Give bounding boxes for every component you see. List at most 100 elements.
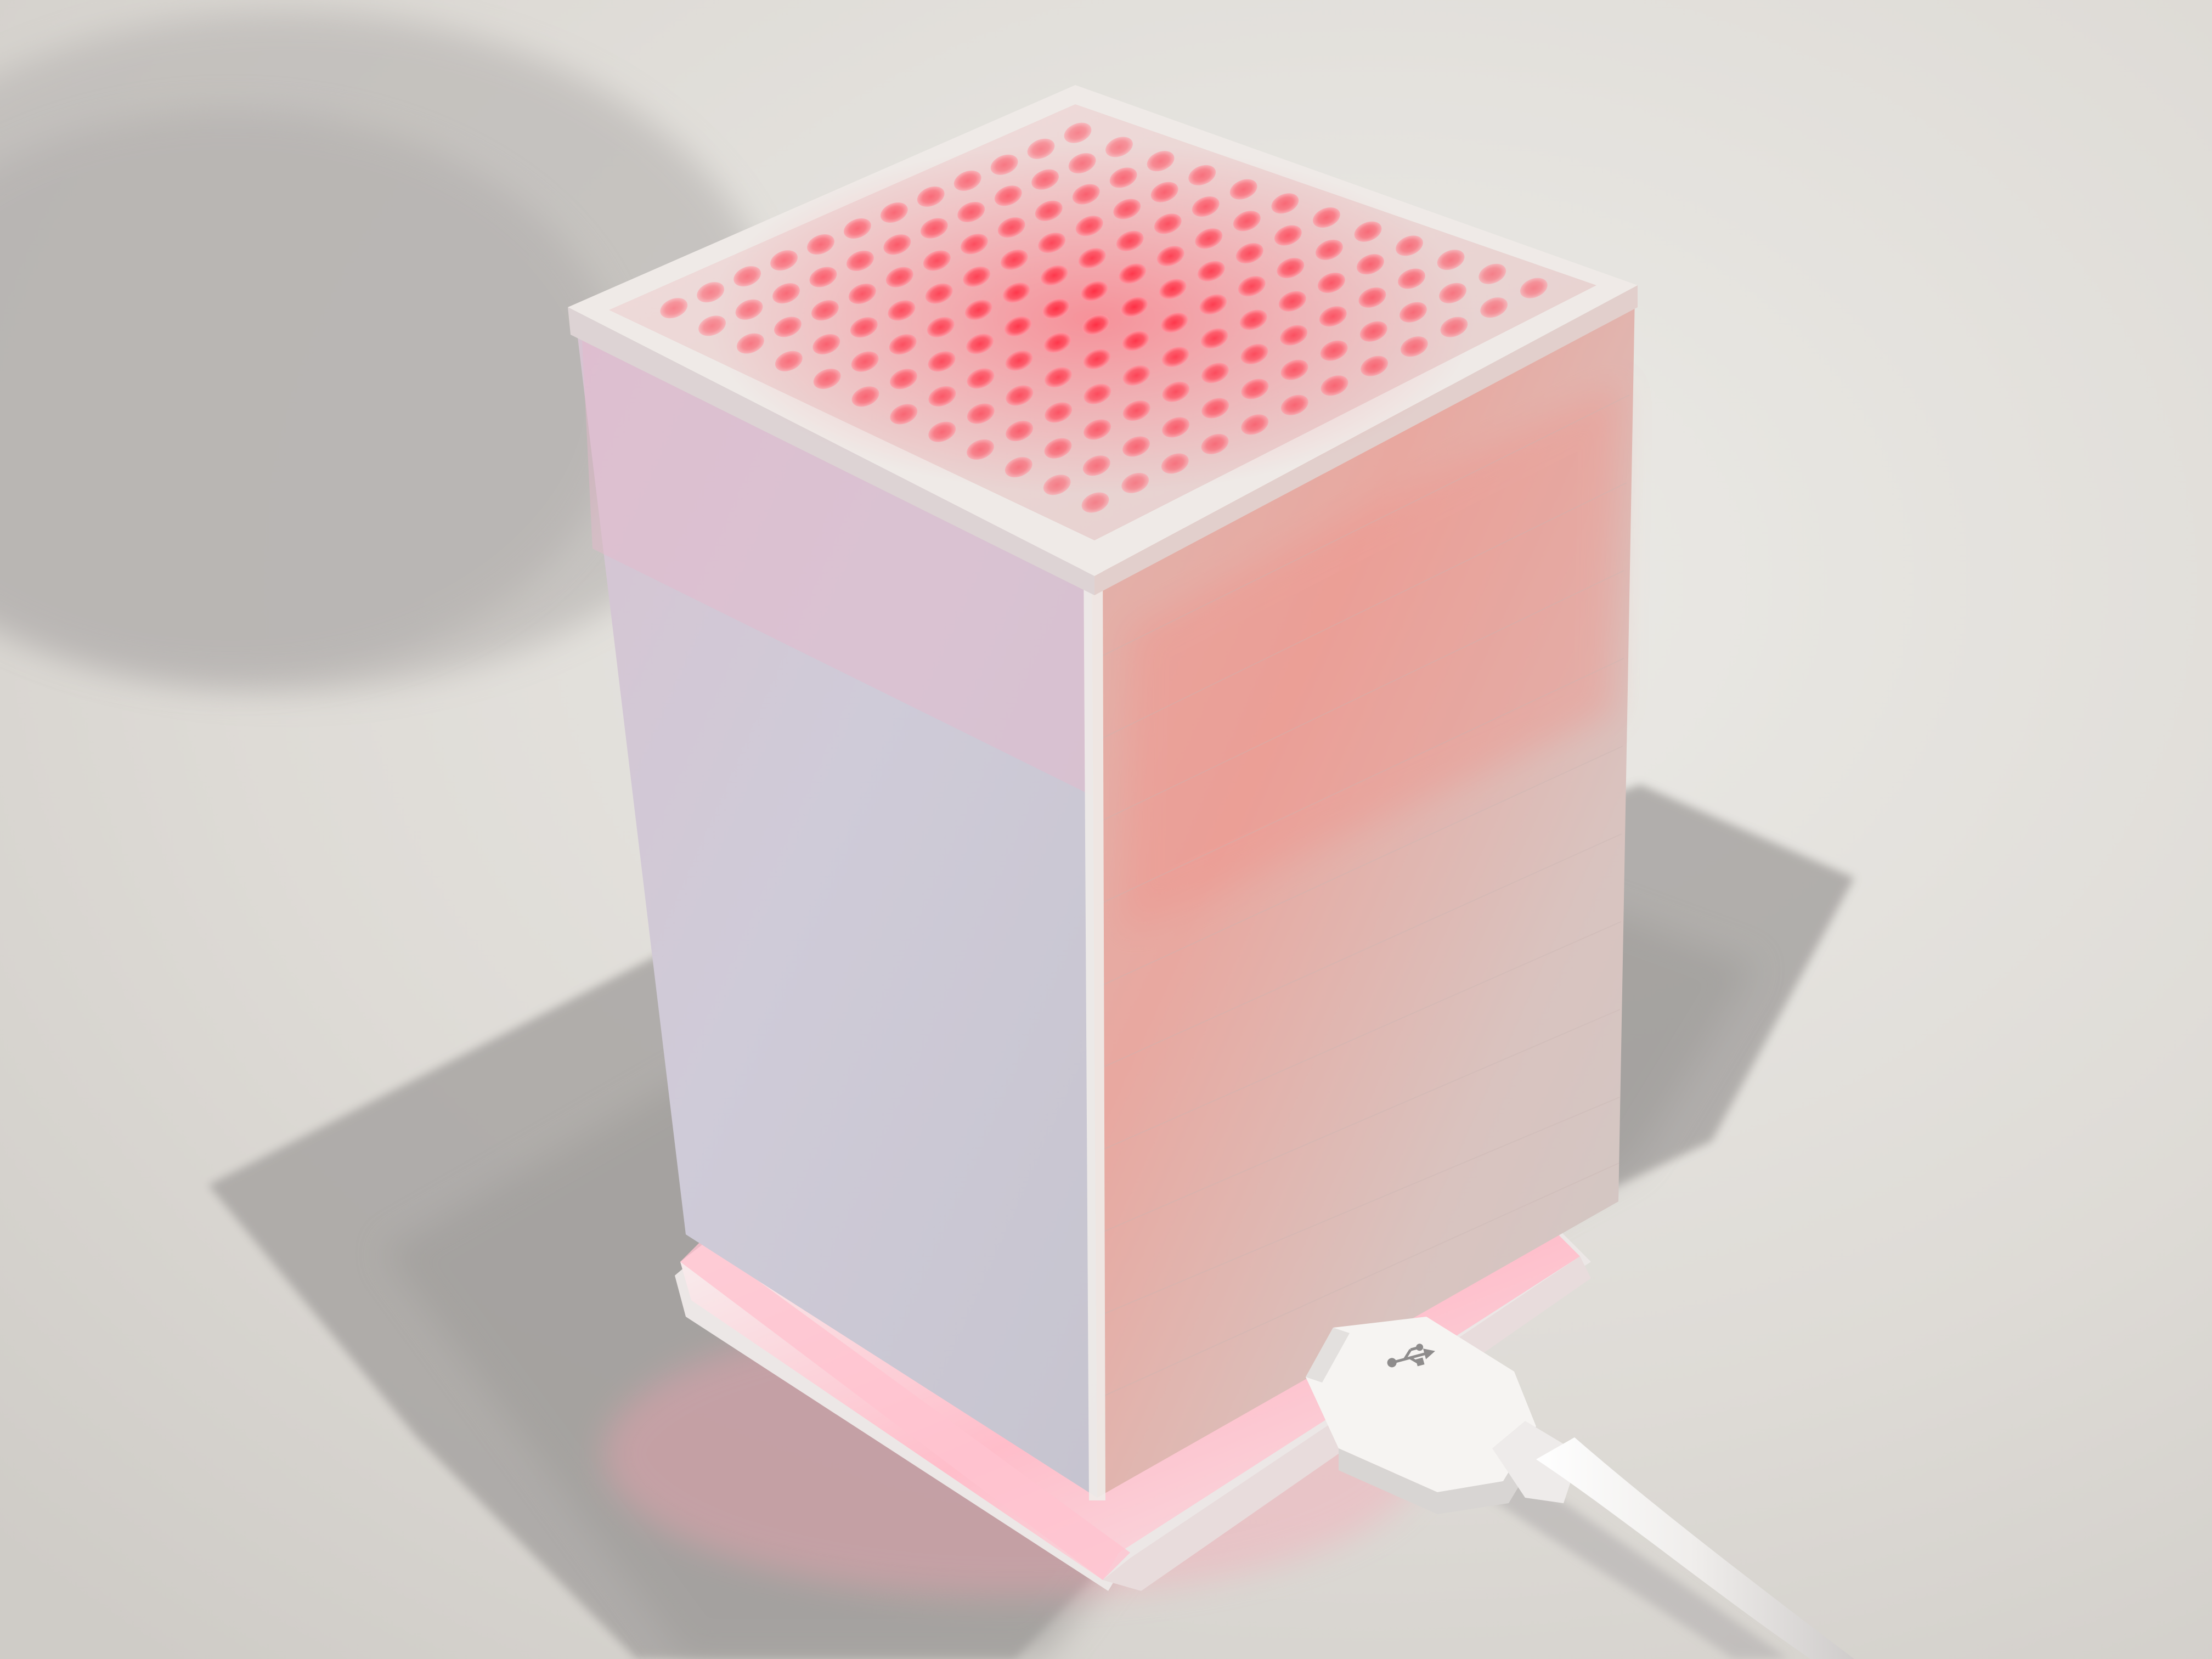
led-dot <box>1084 419 1111 440</box>
led-dot <box>1238 276 1266 297</box>
usb-connector <box>1306 1317 1580 1514</box>
led-dot <box>1200 328 1228 349</box>
led-dot <box>1000 249 1028 270</box>
usb-icon <box>1387 1344 1435 1368</box>
led-dot <box>1122 330 1149 351</box>
led-dot <box>1201 398 1229 419</box>
led-matrix <box>660 122 1548 513</box>
led-dot <box>960 234 988 255</box>
led-dot <box>807 234 834 255</box>
led-dot <box>1075 216 1103 236</box>
led-dot <box>963 266 991 287</box>
led-dot <box>890 369 917 390</box>
led-dot <box>698 315 726 336</box>
background-shadow-core <box>0 110 625 680</box>
led-dot <box>1038 233 1066 253</box>
led-dot <box>1109 167 1137 188</box>
led-dot <box>967 439 994 460</box>
led-dot <box>1321 375 1348 396</box>
led-dot <box>1229 179 1257 200</box>
led-dot <box>964 300 992 320</box>
led-dot <box>880 202 908 223</box>
led-dot <box>1358 287 1386 308</box>
led-dot <box>1006 421 1034 442</box>
led-dot <box>1195 228 1223 249</box>
led-dot <box>1356 254 1384 275</box>
led-dot <box>883 234 911 255</box>
led-dot <box>1197 261 1225 281</box>
led-dot <box>1277 258 1305 279</box>
led-dot <box>1188 165 1216 185</box>
led-dot <box>1040 265 1068 286</box>
led-dot <box>697 282 725 303</box>
led-dot <box>889 334 917 355</box>
led-dot <box>1002 282 1030 303</box>
led-dot <box>733 266 761 287</box>
led-dot <box>848 283 876 304</box>
led-dot <box>1201 363 1229 383</box>
led-dot <box>1031 169 1059 190</box>
led-dot <box>1080 281 1108 302</box>
led-dot <box>1122 436 1150 457</box>
led-dot <box>1068 153 1096 174</box>
led-dot <box>953 170 981 191</box>
led-dot <box>1156 246 1184 267</box>
led-dot <box>1400 336 1428 357</box>
led-dot <box>1359 321 1387 342</box>
led-dot <box>927 317 955 337</box>
cube-right-face-glow <box>1125 384 1618 933</box>
led-dot <box>923 250 951 271</box>
led-dot <box>1004 316 1032 337</box>
led-dot <box>1043 475 1071 495</box>
led-dot <box>967 368 995 389</box>
led-dot <box>1072 184 1100 205</box>
led-dot <box>928 386 956 407</box>
led-dot <box>1439 283 1466 303</box>
led-dot <box>920 218 948 239</box>
led-dot <box>888 300 916 321</box>
led-dot <box>1192 196 1220 217</box>
led-dot <box>1122 400 1150 421</box>
led-dot <box>928 351 956 372</box>
led-dot <box>1078 248 1106 269</box>
led-dot <box>1082 314 1110 335</box>
led-dot <box>1006 385 1034 406</box>
led-dot <box>1044 438 1072 459</box>
print-layer-lines <box>1097 394 1630 1400</box>
led-dot <box>1122 365 1150 386</box>
led-dot <box>1005 350 1033 371</box>
led-dot <box>1083 348 1111 370</box>
led-dot <box>660 298 688 319</box>
led-dot <box>851 386 879 407</box>
led-dot <box>890 404 918 425</box>
led-dot <box>1147 151 1175 172</box>
led-dot <box>1361 356 1389 376</box>
led-dot <box>1240 343 1268 364</box>
led-dot <box>917 186 945 207</box>
led-dot <box>994 185 1022 206</box>
led-dot <box>1027 138 1055 159</box>
led-dot <box>736 333 764 354</box>
led-dot <box>1317 272 1345 294</box>
led-dot <box>1396 235 1423 256</box>
led-dot <box>1399 302 1427 323</box>
led-dot <box>1154 213 1182 234</box>
led-dot <box>1084 383 1111 404</box>
led-dot <box>990 154 1018 175</box>
led-dot <box>1159 279 1187 300</box>
led-dot <box>1271 193 1299 214</box>
led-dot <box>1233 211 1261 232</box>
led-dot <box>813 368 841 390</box>
led-dot <box>1480 297 1508 318</box>
led-dot <box>1042 298 1070 319</box>
led-dot <box>1082 455 1110 476</box>
led-dot <box>775 351 803 371</box>
led-dot <box>885 267 913 287</box>
led-dot <box>1116 230 1144 251</box>
led-dot <box>1278 291 1306 312</box>
led-dot <box>1440 317 1468 337</box>
led-dot <box>770 250 798 271</box>
led-dot <box>1005 457 1032 478</box>
led-dot <box>1160 312 1188 333</box>
